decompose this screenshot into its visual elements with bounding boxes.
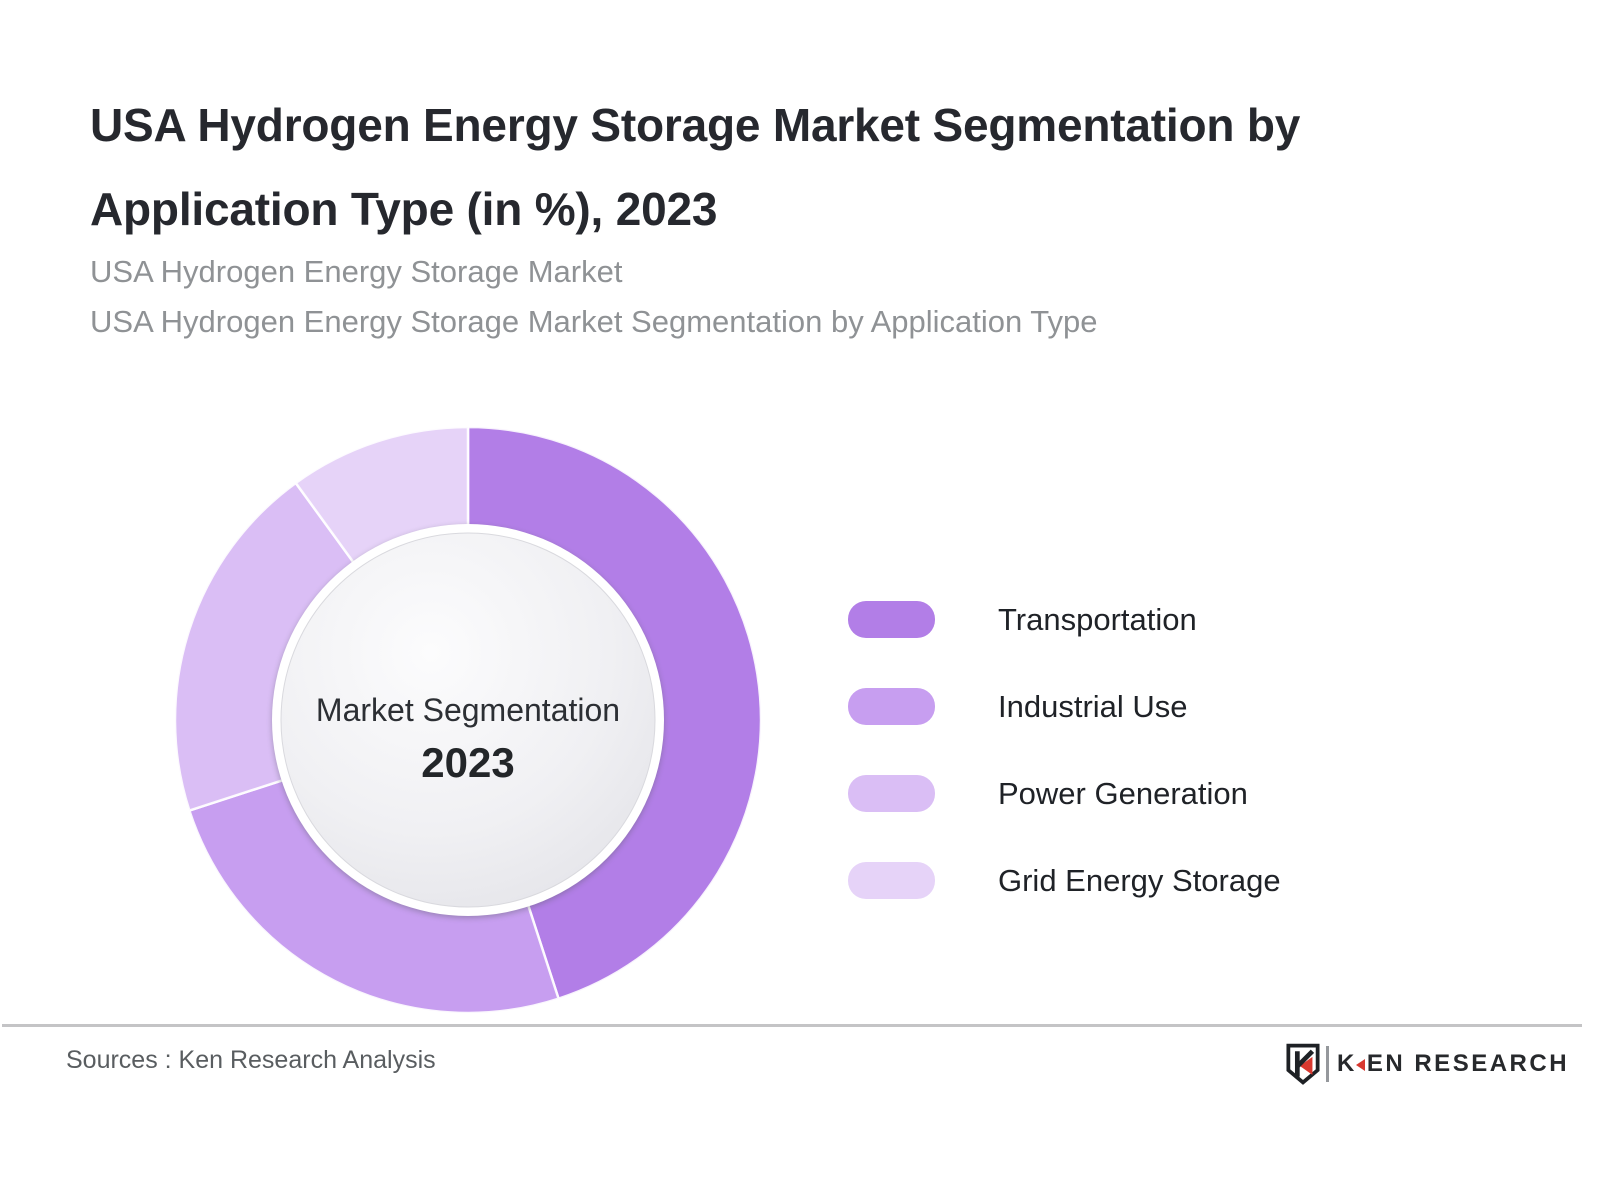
- page-title-line-2: Application Type (in %), 2023: [90, 182, 718, 235]
- page-title-line-1: USA Hydrogen Energy Storage Market Segme…: [90, 98, 1301, 151]
- chart-legend: Transportation Industrial Use Power Gene…: [848, 601, 1281, 899]
- brand-red-triangle-icon: [1355, 1059, 1365, 1071]
- footer-divider: [2, 1024, 1582, 1027]
- legend-swatch: [848, 862, 935, 899]
- legend-item-industrial-use: Industrial Use: [848, 688, 1281, 725]
- page-subtitle-line-2: USA Hydrogen Energy Storage Market Segme…: [90, 304, 1098, 339]
- logo-divider-bar: [1326, 1046, 1329, 1082]
- legend-item-grid-energy-storage: Grid Energy Storage: [848, 862, 1281, 899]
- legend-swatch: [848, 601, 935, 638]
- legend-label: Transportation: [998, 601, 1197, 637]
- donut-hole-disc: [280, 532, 656, 908]
- page-subtitle-line-1: USA Hydrogen Energy Storage Market: [90, 254, 623, 289]
- page-subtitle: USA Hydrogen Energy Storage Market USA H…: [90, 247, 1098, 347]
- legend-swatch: [848, 688, 935, 725]
- sources-note: Sources : Ken Research Analysis: [66, 1046, 436, 1074]
- donut-chart-svg: [173, 425, 763, 1015]
- legend-item-transportation: Transportation: [848, 601, 1281, 638]
- ken-shield-logo-icon: [1286, 1043, 1320, 1085]
- brand-wordmark-k: K: [1337, 1050, 1357, 1077]
- legend-label: Grid Energy Storage: [998, 862, 1281, 898]
- donut-chart: Market Segmentation 2023: [168, 420, 768, 1020]
- page-title: USA Hydrogen Energy Storage Market Segme…: [90, 83, 1300, 251]
- legend-swatch: [848, 775, 935, 812]
- legend-item-power-generation: Power Generation: [848, 775, 1281, 812]
- ken-research-logo: K EN RESEARCH: [1286, 1041, 1569, 1087]
- brand-wordmark-rest: EN RESEARCH: [1366, 1050, 1570, 1077]
- legend-label: Industrial Use: [998, 688, 1188, 724]
- legend-label: Power Generation: [998, 775, 1248, 811]
- brand-wordmark: K EN RESEARCH: [1337, 1050, 1569, 1078]
